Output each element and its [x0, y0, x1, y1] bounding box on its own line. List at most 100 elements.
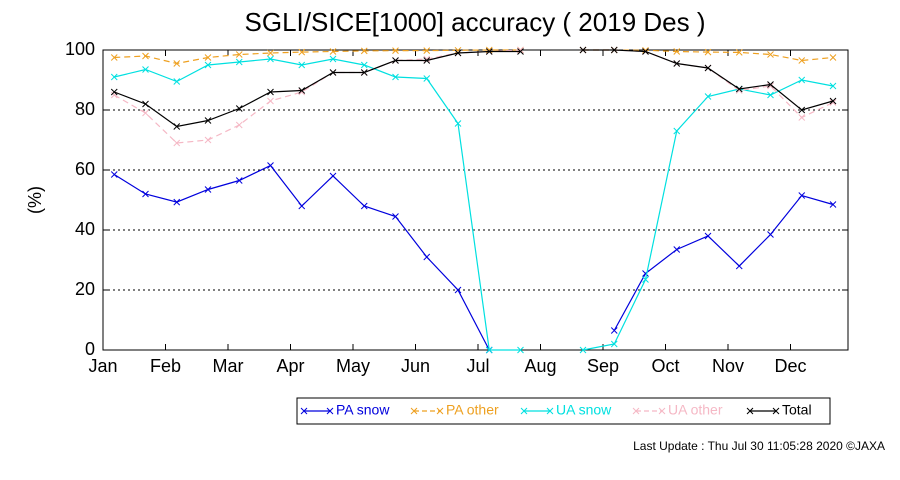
point — [173, 139, 181, 147]
legend-marker — [658, 407, 666, 415]
point — [235, 121, 243, 129]
point — [110, 54, 118, 61]
point — [392, 47, 399, 54]
point — [142, 190, 149, 198]
point — [423, 47, 431, 54]
point — [829, 97, 837, 105]
point — [173, 78, 181, 85]
point — [204, 61, 212, 69]
point — [704, 93, 712, 100]
point — [235, 177, 243, 184]
x-tick-label: Jun — [401, 356, 430, 376]
y-tick-label: 60 — [75, 159, 95, 179]
point — [642, 276, 649, 283]
point — [204, 117, 212, 124]
y-tick-label: 40 — [75, 219, 95, 239]
point — [829, 82, 837, 90]
point — [735, 85, 743, 93]
point — [110, 88, 118, 96]
point — [454, 120, 462, 127]
point — [829, 99, 837, 106]
legend-marker — [546, 407, 554, 415]
point — [735, 49, 743, 56]
point — [173, 123, 181, 130]
point — [173, 60, 181, 67]
legend-label: PA other — [446, 402, 499, 418]
x-tick-label: Nov — [712, 356, 744, 376]
legend-label: Total — [782, 402, 812, 418]
point — [454, 49, 462, 57]
point — [767, 82, 774, 90]
point — [235, 51, 243, 58]
point — [642, 48, 649, 55]
point — [235, 58, 243, 66]
x-tick-label: May — [336, 356, 370, 376]
legend-marker — [436, 407, 444, 415]
point — [360, 202, 368, 210]
point — [329, 48, 337, 55]
point — [142, 109, 149, 117]
x-tick-label: Apr — [276, 356, 304, 376]
y-tick-label: 100 — [65, 39, 95, 59]
point — [423, 75, 431, 82]
x-tick-label: Jan — [88, 356, 117, 376]
x-tick-label: Aug — [524, 356, 556, 376]
series-line — [113, 164, 834, 351]
point — [142, 100, 149, 108]
point — [517, 346, 524, 354]
legend-label: UA snow — [556, 402, 612, 418]
point — [423, 57, 431, 64]
point — [704, 48, 712, 56]
point — [454, 286, 462, 294]
point — [329, 69, 337, 76]
point — [673, 60, 681, 67]
point — [298, 61, 306, 69]
point — [704, 64, 712, 72]
point — [829, 54, 837, 61]
y-axis-label: (%) — [25, 186, 45, 214]
point — [204, 54, 212, 61]
point — [392, 73, 399, 81]
point — [235, 105, 243, 112]
point — [392, 213, 399, 220]
legend-marker — [300, 407, 308, 415]
point — [798, 114, 806, 121]
point — [767, 51, 774, 58]
point — [329, 172, 337, 180]
point — [392, 57, 399, 64]
legend-marker — [632, 407, 640, 415]
point — [517, 48, 524, 55]
point — [798, 76, 806, 84]
point — [329, 55, 337, 63]
legend-marker — [746, 407, 754, 415]
point — [298, 48, 306, 56]
point — [110, 73, 118, 81]
legend-label: UA other — [668, 402, 723, 418]
point — [204, 136, 212, 144]
legend-marker — [772, 407, 780, 415]
x-tick-label: Mar — [213, 356, 244, 376]
point — [798, 57, 806, 64]
legend-label: PA snow — [336, 402, 390, 418]
plot-frame — [102, 49, 849, 351]
point — [142, 52, 149, 60]
point — [267, 88, 274, 96]
series-line — [114, 58, 834, 351]
point — [360, 61, 368, 69]
point — [767, 231, 774, 238]
legend-marker — [326, 407, 334, 415]
y-tick-label: 0 — [85, 339, 95, 359]
point — [267, 55, 274, 63]
point — [204, 186, 212, 193]
point — [142, 66, 149, 73]
y-tick-label: 80 — [75, 99, 95, 119]
legend-marker — [410, 407, 418, 415]
point — [485, 346, 493, 354]
series-line — [114, 49, 834, 128]
chart-title: SGLI/SICE[1000] accuracy ( 2019 Des ) — [245, 7, 706, 37]
x-tick-label: Oct — [651, 356, 679, 376]
legend-box — [296, 397, 831, 425]
y-tick-label: 20 — [75, 279, 95, 299]
point — [454, 46, 462, 54]
